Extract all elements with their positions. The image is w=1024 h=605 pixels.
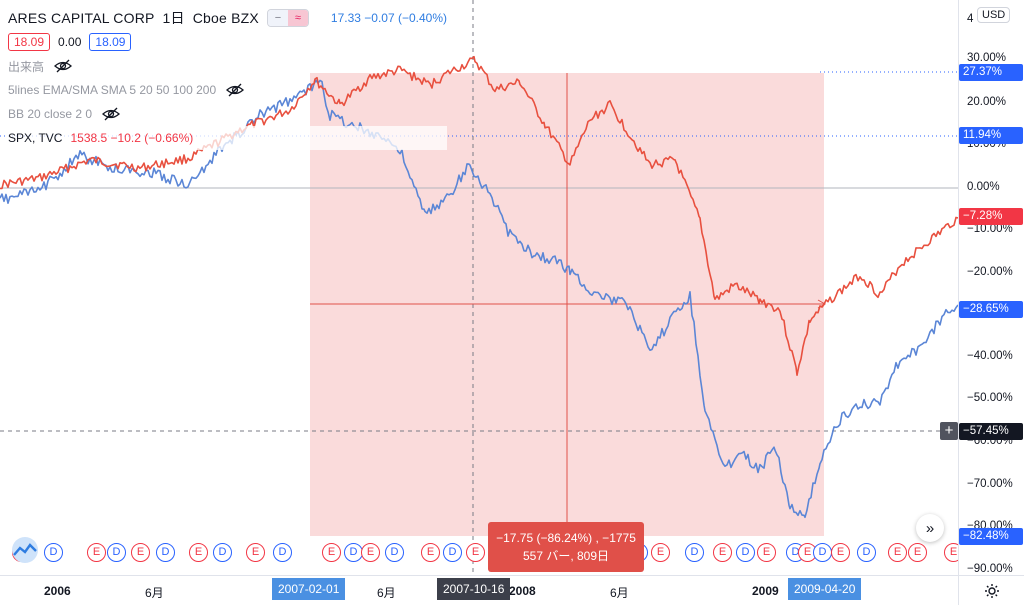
measure-change: −17.75 (−86.24%) , −1775 — [496, 531, 636, 545]
earnings-event-marker[interactable]: E — [888, 543, 907, 562]
indicator-row-ema[interactable]: 5lines EMA/SMA SMA 5 20 50 100 200 — [8, 78, 447, 102]
compare-series-row[interactable]: SPX, TVC 1538.5 −10.2 (−0.66%) — [8, 126, 448, 150]
earnings-event-marker[interactable]: E — [361, 543, 380, 562]
earnings-event-marker[interactable]: E — [798, 543, 817, 562]
exchange-label: Cboe BZX — [192, 10, 259, 26]
earnings-event-marker[interactable]: E — [322, 543, 341, 562]
dividend-event-marker[interactable]: D — [273, 543, 292, 562]
earnings-event-marker[interactable]: E — [713, 543, 732, 562]
dividend-event-marker[interactable]: D — [813, 543, 832, 562]
earnings-event-marker[interactable]: E — [908, 543, 927, 562]
compare-quote: 17.33 −0.07 (−0.40%) — [330, 11, 448, 25]
dividend-event-marker[interactable]: D — [385, 543, 404, 562]
price-tick-label: 4 — [967, 13, 974, 25]
gear-icon[interactable] — [984, 583, 1000, 599]
time-tick-label: 2008 — [509, 584, 536, 598]
earnings-event-marker[interactable]: E — [131, 543, 150, 562]
time-tick-label: 6月 — [377, 586, 396, 600]
earnings-event-marker[interactable]: E — [87, 543, 106, 562]
time-tick-label: 6月 — [610, 586, 629, 600]
crosshair-date-label: 2007-10-16 — [437, 578, 511, 600]
earnings-event-marker[interactable]: E — [189, 543, 208, 562]
hidden-eye-icon[interactable] — [226, 83, 245, 97]
time-tick-label: 2006 — [44, 584, 71, 598]
bid-price-box[interactable]: 18.09 — [8, 33, 51, 51]
dividend-event-marker[interactable]: D — [213, 543, 232, 562]
dividend-event-marker[interactable]: D — [857, 543, 876, 562]
hidden-eye-icon[interactable] — [102, 107, 121, 121]
dividend-event-marker[interactable]: D — [443, 543, 462, 562]
price-value-label: 27.37% — [959, 64, 1023, 81]
hidden-eye-icon[interactable] — [54, 59, 73, 73]
indicator-row-volume[interactable]: 出来高 — [8, 54, 447, 78]
spx-name: SPX, TVC — [8, 131, 63, 145]
price-tick-label: −20.00% — [967, 266, 1013, 278]
earnings-event-marker[interactable]: E — [944, 543, 958, 562]
earnings-event-marker[interactable]: E — [466, 543, 485, 562]
time-tick-label: 6月 — [145, 586, 164, 600]
currency-button[interactable]: USD — [977, 7, 1011, 23]
dividend-event-marker[interactable]: D — [107, 543, 126, 562]
legend-toggle[interactable]: − ≈ — [266, 9, 309, 27]
earnings-event-marker[interactable]: E — [651, 543, 670, 562]
chart-legend: ARES CAPITAL CORP 1日 Cboe BZX − ≈ 17.33 … — [8, 6, 448, 150]
ohlc-row: 18.09 0.00 18.09 — [8, 30, 447, 54]
chart-pane[interactable]: ARES CAPITAL CORP 1日 Cboe BZX − ≈ 17.33 … — [0, 0, 958, 575]
dividend-event-marker[interactable]: D — [44, 543, 63, 562]
earnings-event-marker[interactable]: E — [831, 543, 850, 562]
ares-series-line — [0, 55, 958, 377]
minus-icon[interactable]: − — [267, 10, 288, 26]
measure-tooltip: −17.75 (−86.24%) , −1775 557 バー, 809日 — [488, 522, 644, 572]
dividend-event-marker[interactable]: D — [685, 543, 704, 562]
interval-label[interactable]: 1日 — [162, 10, 185, 26]
price-value-label: −82.48% — [959, 528, 1023, 545]
earnings-event-marker[interactable]: E — [757, 543, 776, 562]
scroll-to-realtime-button[interactable]: » — [916, 514, 944, 542]
price-tick-label: −10.00% — [967, 223, 1013, 235]
range-start-label: 2007-02-01 — [272, 578, 346, 600]
price-tick-label: 20.00% — [967, 96, 1007, 108]
price-tick-label: 0.00% — [967, 181, 1000, 193]
price-axis[interactable]: 430.00%20.00%10.00%0.00%−10.00%−20.00%−3… — [958, 0, 1024, 575]
time-axis[interactable]: 2006 6月 6月 2008 6月 2009 2007-02-01 2007-10-16… — [0, 575, 958, 605]
chart-settings-corner[interactable] — [958, 575, 1024, 605]
spx-series-line — [0, 79, 958, 519]
chart-canvas[interactable] — [0, 0, 958, 575]
price-tick-label: −40.00% — [967, 350, 1013, 362]
indicator-label: 出来高 — [8, 59, 45, 74]
price-value-label: −28.65% — [959, 301, 1023, 318]
symbol-title[interactable]: ARES CAPITAL CORP — [8, 10, 155, 26]
tradingview-logo-icon[interactable] — [8, 536, 42, 564]
indicator-label: 5lines EMA/SMA SMA 5 20 50 100 200 — [8, 83, 217, 97]
wave-icon[interactable]: ≈ — [287, 10, 308, 26]
measure-bars-days: 557 バー, 809日 — [522, 549, 610, 563]
range-end-label: 2009-04-20 — [788, 578, 862, 600]
spx-values: 1538.5 −10.2 (−0.66%) — [70, 131, 194, 145]
spread-value: 0.00 — [58, 35, 82, 49]
double-chevron-right-icon: » — [925, 519, 935, 537]
dividend-event-marker[interactable]: D — [736, 543, 755, 562]
earnings-event-marker[interactable]: E — [421, 543, 440, 562]
time-tick-label: 2009 — [752, 584, 779, 598]
price-value-label: 11.94% — [959, 127, 1023, 144]
add-plus-button[interactable]: + — [940, 422, 958, 440]
price-tick-label: −70.00% — [967, 478, 1013, 490]
price-tick-label: −50.00% — [967, 392, 1013, 404]
indicator-label: BB 20 close 2 0 — [8, 107, 93, 121]
price-tick-label: 30.00% — [967, 52, 1007, 64]
price-value-label: −7.28% — [959, 208, 1023, 225]
indicator-row-bb[interactable]: BB 20 close 2 0 — [8, 102, 447, 126]
earnings-event-marker[interactable]: E — [246, 543, 265, 562]
price-tick-label: −90.00% — [967, 563, 1013, 575]
legend-main-row: ARES CAPITAL CORP 1日 Cboe BZX − ≈ 17.33 … — [8, 6, 447, 30]
price-value-label: −57.45% — [959, 423, 1023, 440]
dividend-event-marker[interactable]: D — [156, 543, 175, 562]
ask-price-box[interactable]: 18.09 — [89, 33, 132, 51]
